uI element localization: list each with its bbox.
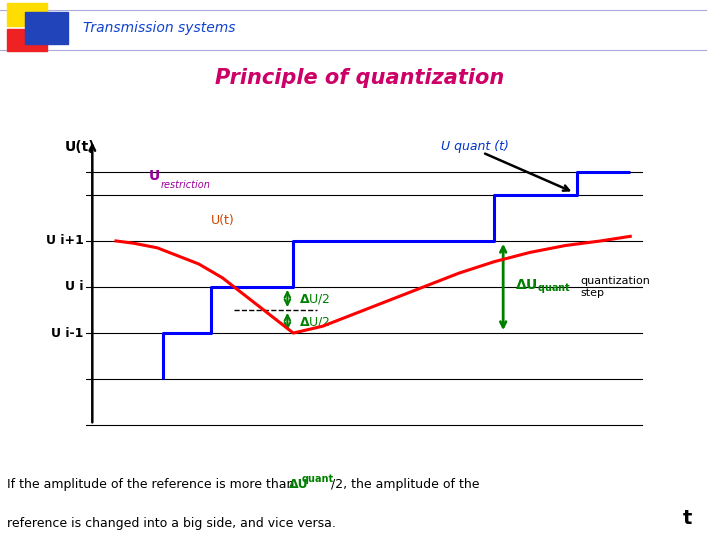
- Text: $\mathbf{\Delta U_{quant}}$: $\mathbf{\Delta U_{quant}}$: [515, 278, 571, 296]
- Text: U quant (t): U quant (t): [441, 140, 509, 153]
- Text: U i+1: U i+1: [45, 234, 84, 247]
- Text: $\mathbf{\Delta}$U/2: $\mathbf{\Delta}$U/2: [300, 314, 330, 328]
- Bar: [25, 12, 68, 44]
- Text: Principle of quantization: Principle of quantization: [215, 68, 505, 89]
- Text: $\mathbf{U}$: $\mathbf{U}$: [148, 170, 161, 184]
- Text: Transmission systems: Transmission systems: [83, 21, 235, 35]
- Text: /2, the amplitude of the: /2, the amplitude of the: [331, 478, 480, 491]
- Text: $\mathbf{\Delta}$U/2: $\mathbf{\Delta}$U/2: [300, 292, 330, 306]
- Text: U(t): U(t): [210, 214, 234, 227]
- Text: reference is changed into a big side, and vice versa.: reference is changed into a big side, an…: [7, 517, 336, 530]
- Text: t: t: [683, 509, 693, 528]
- Text: If the amplitude of the reference is more than: If the amplitude of the reference is mor…: [7, 478, 299, 491]
- Text: U i-1: U i-1: [51, 327, 84, 340]
- Text: restriction: restriction: [161, 180, 210, 190]
- Text: quant: quant: [301, 474, 333, 484]
- Text: U(t): U(t): [66, 139, 96, 153]
- Text: quantization
step: quantization step: [580, 276, 650, 298]
- Text: U i: U i: [65, 280, 84, 294]
- Bar: [7, 29, 47, 51]
- Bar: [7, 3, 47, 26]
- Text: ΔU: ΔU: [289, 478, 309, 491]
